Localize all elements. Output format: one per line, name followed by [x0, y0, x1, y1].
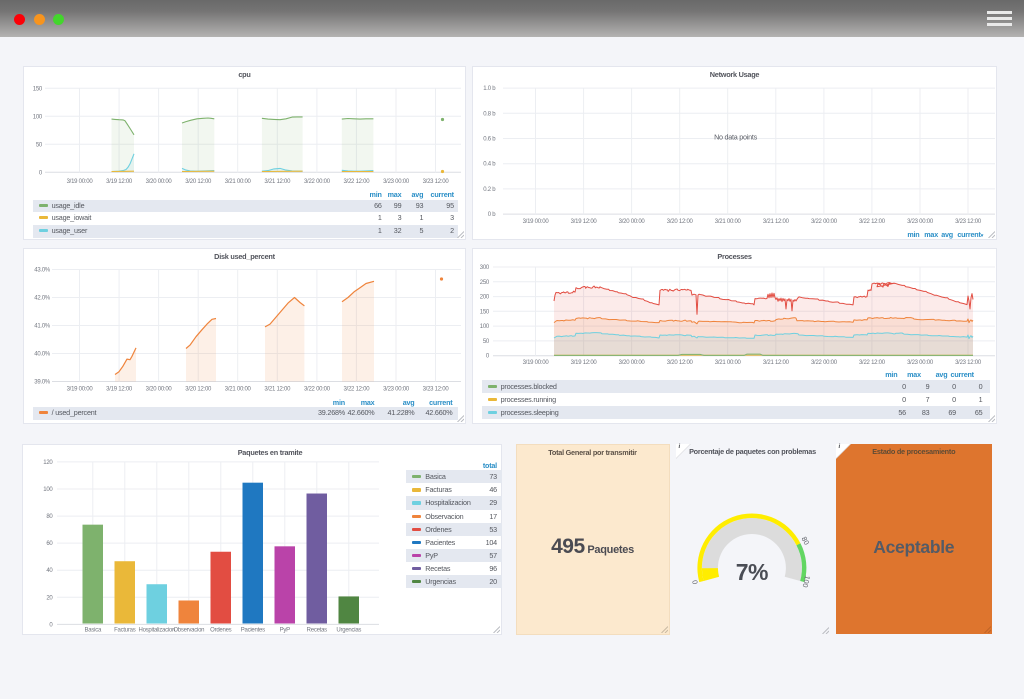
svg-text:3/23 00:00: 3/23 00:00 [907, 219, 934, 225]
svg-text:41.0%: 41.0% [34, 324, 51, 330]
svg-text:80: 80 [799, 535, 811, 546]
svg-text:Pacientes: Pacientes [241, 628, 265, 634]
svg-text:50: 50 [483, 339, 490, 345]
svg-text:3/21 12:00: 3/21 12:00 [264, 387, 291, 393]
svg-text:0.2 b: 0.2 b [483, 187, 496, 193]
svg-text:3/20 12:00: 3/20 12:00 [667, 360, 694, 366]
svg-text:3/23 12:00: 3/23 12:00 [955, 360, 982, 366]
svg-text:150: 150 [33, 86, 43, 92]
svg-text:Basica: Basica [85, 628, 102, 634]
svg-text:120: 120 [43, 460, 53, 466]
svg-text:60: 60 [46, 541, 53, 547]
svg-text:100: 100 [480, 324, 490, 330]
svg-text:39.0%: 39.0% [34, 380, 51, 386]
svg-text:3/22 12:00: 3/22 12:00 [859, 360, 886, 366]
svg-text:40.0%: 40.0% [34, 352, 51, 358]
svg-text:Facturas: Facturas [114, 628, 136, 634]
svg-text:3/20 00:00: 3/20 00:00 [619, 219, 646, 225]
svg-text:0: 0 [39, 170, 43, 176]
svg-text:3/19 12:00: 3/19 12:00 [106, 387, 133, 393]
svg-text:3/21 00:00: 3/21 00:00 [715, 219, 742, 225]
svg-text:50: 50 [36, 142, 43, 148]
svg-text:3/22 12:00: 3/22 12:00 [859, 219, 886, 225]
svg-text:3/21 00:00: 3/21 00:00 [225, 179, 252, 185]
svg-text:3/21 12:00: 3/21 12:00 [763, 360, 790, 366]
svg-text:3/20 00:00: 3/20 00:00 [619, 360, 646, 366]
svg-text:PyP: PyP [280, 628, 291, 634]
svg-text:3/19 12:00: 3/19 12:00 [106, 179, 133, 185]
svg-text:0.6 b: 0.6 b [483, 137, 496, 143]
svg-text:3/19 00:00: 3/19 00:00 [67, 179, 94, 185]
svg-text:7%: 7% [735, 559, 767, 585]
svg-text:3/19 00:00: 3/19 00:00 [523, 219, 550, 225]
svg-text:3/19 12:00: 3/19 12:00 [571, 219, 598, 225]
svg-text:Ordenes: Ordenes [210, 628, 232, 634]
svg-text:3/22 00:00: 3/22 00:00 [811, 360, 838, 366]
svg-text:3/19 00:00: 3/19 00:00 [523, 360, 550, 366]
svg-text:42.0%: 42.0% [34, 296, 51, 302]
svg-text:No data points: No data points [714, 133, 758, 142]
svg-text:100: 100 [33, 114, 43, 120]
svg-text:Recetas: Recetas [307, 628, 328, 634]
svg-text:3/20 00:00: 3/20 00:00 [146, 179, 173, 185]
svg-text:20: 20 [46, 595, 53, 601]
svg-text:300: 300 [480, 265, 490, 271]
svg-text:3/23 00:00: 3/23 00:00 [383, 387, 410, 393]
svg-text:3/20 12:00: 3/20 12:00 [667, 219, 694, 225]
svg-text:3/22 00:00: 3/22 00:00 [304, 179, 331, 185]
svg-text:0 b: 0 b [488, 212, 497, 218]
svg-text:100: 100 [43, 487, 53, 493]
svg-text:3/23 12:00: 3/23 12:00 [423, 179, 450, 185]
svg-text:3/23 00:00: 3/23 00:00 [383, 179, 410, 185]
svg-text:43.0%: 43.0% [34, 268, 51, 274]
svg-text:250: 250 [480, 280, 490, 286]
svg-text:80: 80 [46, 514, 53, 520]
svg-text:3/22 00:00: 3/22 00:00 [811, 219, 838, 225]
svg-text:1.0 b: 1.0 b [483, 86, 496, 92]
svg-text:3/19 00:00: 3/19 00:00 [67, 387, 94, 393]
svg-text:3/22 12:00: 3/22 12:00 [343, 387, 370, 393]
svg-text:3/21 00:00: 3/21 00:00 [225, 387, 252, 393]
svg-text:Urgencias: Urgencias [336, 628, 361, 634]
svg-text:3/23 00:00: 3/23 00:00 [907, 360, 934, 366]
svg-text:100: 100 [800, 575, 812, 589]
svg-text:150: 150 [480, 309, 490, 315]
svg-text:3/23 12:00: 3/23 12:00 [955, 219, 982, 225]
svg-text:3/19 12:00: 3/19 12:00 [571, 360, 598, 366]
svg-text:0.4 b: 0.4 b [483, 162, 496, 168]
svg-text:0: 0 [486, 354, 490, 360]
svg-text:0: 0 [690, 579, 700, 585]
svg-text:0.8 b: 0.8 b [483, 111, 496, 117]
svg-text:Hospitalizacion: Hospitalizacion [138, 628, 175, 634]
svg-text:3/23 12:00: 3/23 12:00 [423, 387, 450, 393]
svg-text:3/20 00:00: 3/20 00:00 [146, 387, 173, 393]
svg-text:200: 200 [480, 295, 490, 301]
svg-text:3/21 12:00: 3/21 12:00 [264, 179, 291, 185]
svg-text:3/20 12:00: 3/20 12:00 [185, 387, 212, 393]
svg-text:40: 40 [46, 568, 53, 574]
svg-text:3/21 12:00: 3/21 12:00 [763, 219, 790, 225]
svg-text:Observacion: Observacion [173, 628, 204, 634]
svg-text:0: 0 [49, 622, 53, 628]
svg-text:3/21 00:00: 3/21 00:00 [715, 360, 742, 366]
svg-text:3/22 12:00: 3/22 12:00 [343, 179, 370, 185]
svg-text:3/20 12:00: 3/20 12:00 [185, 179, 212, 185]
svg-text:3/22 00:00: 3/22 00:00 [304, 387, 331, 393]
